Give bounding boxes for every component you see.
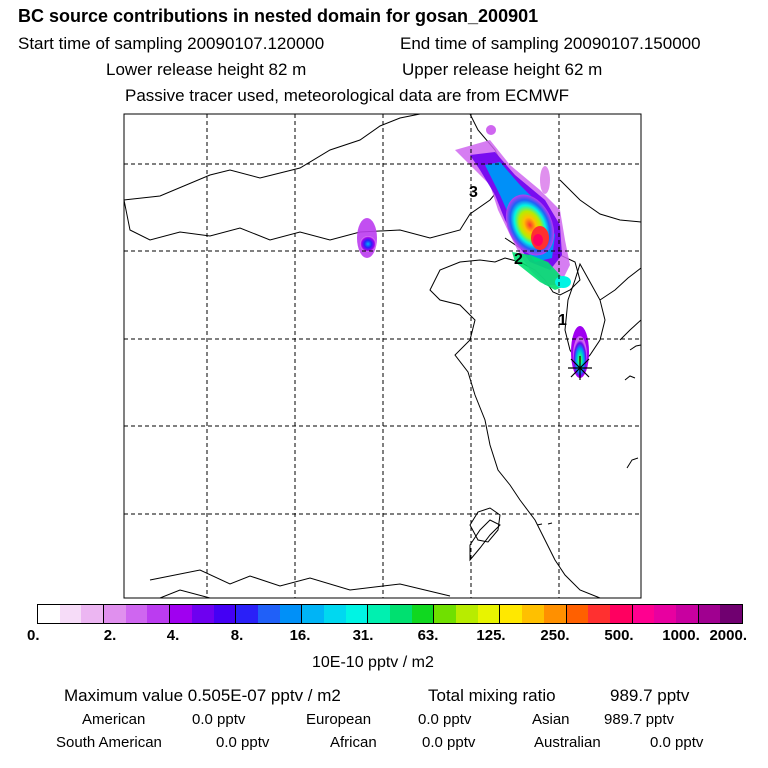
colorbar-unit: 10E-10 pptv / m2 [312,654,434,671]
colorbar-segment [720,605,742,623]
colorbar-tick-label: 4. [166,627,180,644]
colorbar-segment [697,605,721,623]
colorbar-tick-label: 16. [289,627,311,644]
colorbar-tick-label: 2. [103,627,117,644]
african-label: African [330,734,377,751]
asian-value: 989.7 pptv [604,711,675,728]
lat-lon-grid [124,114,641,598]
colorbar-segment [169,605,192,623]
colorbar-tick-label: 125. [476,627,506,644]
colorbar-segment [235,605,258,623]
marker-1: 1 [558,312,567,329]
lower-release-height: Lower release height 82 m [106,60,307,79]
colorbar-tick-label: 1000. [662,627,700,644]
tracer-note: Passive tracer used, meteorological data… [125,86,570,105]
colorbar-segment [147,605,170,623]
colorbar-segment [301,605,324,623]
coastline-borders [124,114,641,598]
colorbar-segment [411,605,434,623]
colorbar-segment [631,605,655,623]
colorbar-segment [565,605,589,623]
american-label: American [82,711,146,728]
end-sampling-time: End time of sampling 20090107.150000 [400,34,701,53]
colorbar-segment [390,605,412,623]
south-american-label: South American [56,734,162,751]
colorbar-tick-label: 2000. [709,627,748,644]
source-contribution-map: 1 2 3 [123,113,642,599]
colorbar-segment [543,605,566,623]
colorbar-segment [456,605,478,623]
colorbar-segment [213,605,236,623]
colorbar-segment [367,605,390,623]
colorbar-segment [588,605,610,623]
colorbar-segment [522,605,544,623]
colorbar-segment [103,605,126,623]
colorbar-segment [257,605,280,623]
colorbar-tick-label: 500. [604,627,634,644]
australian-label: Australian [534,734,601,751]
colorbar-segment [38,605,60,623]
colorbar-segment [279,605,302,623]
page-title: BC source contributions in nested domain… [18,6,539,26]
american-value: 0.0 pptv [192,711,246,728]
start-sampling-time: Start time of sampling 20090107.120000 [18,34,325,53]
colorbar-segment [499,605,523,623]
colorbar-segment [81,605,104,623]
colorbar-segment [654,605,676,623]
receptor-star-icon [568,356,592,380]
concentration-plume [357,125,589,378]
marker-3: 3 [469,184,478,201]
colorbar-tick-label: 31. [352,627,374,644]
european-value: 0.0 pptv [418,711,472,728]
colorbar-segment [675,605,698,623]
marker-2: 2 [514,251,523,268]
colorbar-segment [433,605,457,623]
south-american-value: 0.0 pptv [216,734,270,751]
colorbar-tick-label: 250. [540,627,570,644]
colorbar-segment [609,605,632,623]
colorbar-tick-label: 63. [417,627,439,644]
colorbar-segment [125,605,148,623]
colorbar-tick-label: 8. [230,627,244,644]
african-value: 0.0 pptv [422,734,476,751]
maximum-value: Maximum value 0.505E-07 pptv / m2 [64,686,341,705]
total-mixing-ratio-label: Total mixing ratio [428,686,556,705]
asian-label: Asian [532,711,570,728]
colorbar-segment [477,605,500,623]
australian-value: 0.0 pptv [650,734,704,751]
colorbar [37,604,743,624]
upper-release-height: Upper release height 62 m [402,60,603,79]
total-mixing-ratio-value: 989.7 pptv [610,686,690,705]
map-frame [123,113,642,599]
colorbar-segment [59,605,82,623]
colorbar-segment [323,605,346,623]
colorbar-segment [191,605,214,623]
colorbar-segment [345,605,368,623]
european-label: European [306,711,372,728]
colorbar-tick-label: 0. [27,627,40,644]
